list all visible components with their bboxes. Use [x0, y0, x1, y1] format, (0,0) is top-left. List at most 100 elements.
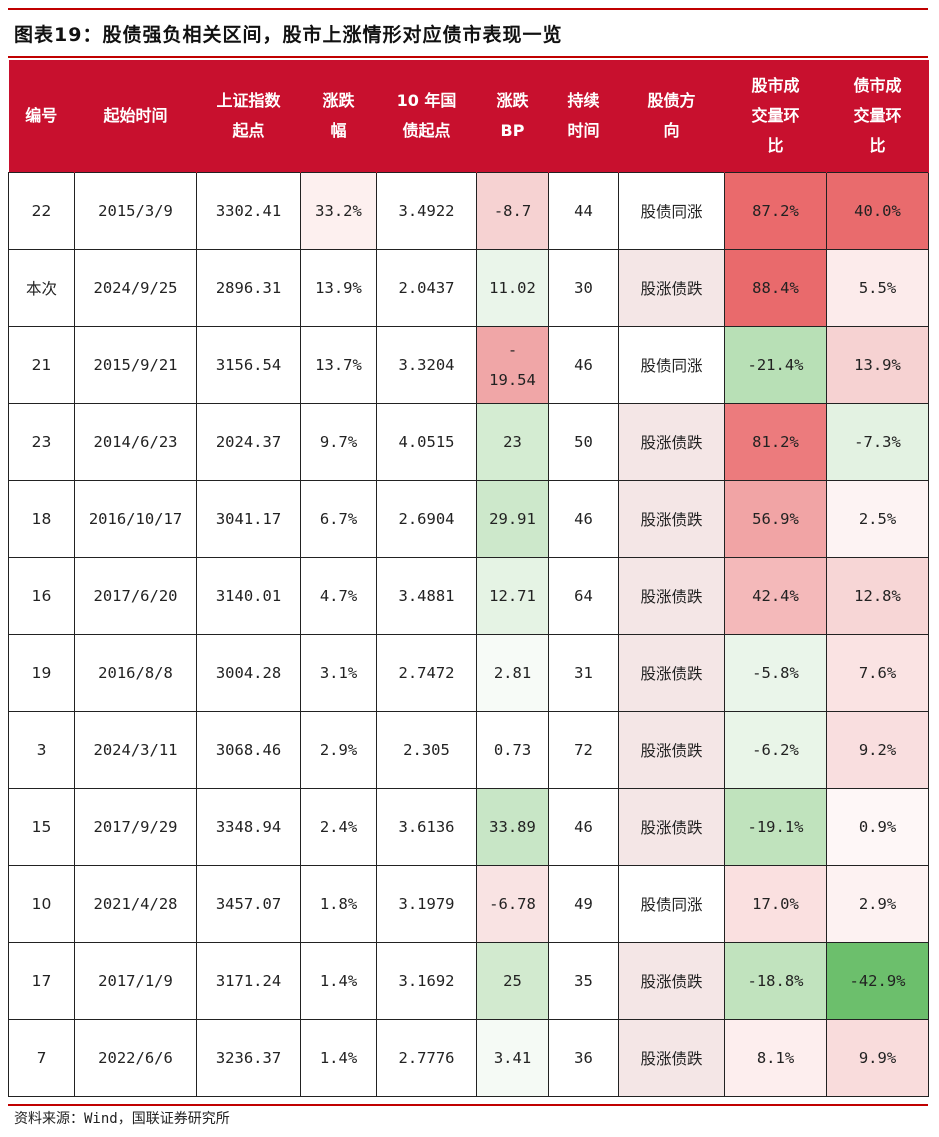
table-cell: 2017/1/9	[74, 942, 197, 1020]
table-cell: 2.9%	[300, 711, 377, 789]
table-cell: 2896.31	[196, 249, 301, 327]
table-cell: 股涨债跌	[618, 557, 725, 635]
table-row: 18 2016/10/17 3041.17 6.7% 2.6904 29.91 46 股涨债跌…	[8, 480, 929, 558]
table-cell: 0.9%	[826, 788, 929, 866]
table-cell: 3068.46	[196, 711, 301, 789]
table-cell: 2014/6/23	[74, 403, 197, 481]
table-cell: 33.2%	[300, 172, 377, 250]
table-cell: -18.8%	[724, 942, 827, 1020]
table-cell: -19.54	[476, 326, 549, 404]
table-cell: 2016/8/8	[74, 634, 197, 712]
table-row: 7 2022/6/6 3236.37 1.4% 2.7776 3.41 36 股涨债跌 8.1%…	[8, 1019, 929, 1097]
table-row: 15 2017/9/29 3348.94 2.4% 3.6136 33.89 46 股涨债跌 -…	[8, 788, 929, 866]
table-cell: -21.4%	[724, 326, 827, 404]
table-cell: 18	[8, 480, 75, 558]
table-cell: 2022/6/6	[74, 1019, 197, 1097]
table-cell: 15	[8, 788, 75, 866]
table-cell: 17.0%	[724, 865, 827, 943]
table-cell: 44	[548, 172, 619, 250]
table-row: 10 2021/4/28 3457.07 1.8% 3.1979 -6.78 49 股债同涨 1…	[8, 865, 929, 943]
table-cell: 3.6136	[376, 788, 477, 866]
table-row: 21 2015/9/21 3156.54 13.7% 3.3204-19.54 46 股债同…	[8, 326, 929, 404]
table-cell: 64	[548, 557, 619, 635]
table-cell: 2.81	[476, 634, 549, 712]
table-cell: 23	[476, 403, 549, 481]
table-cell: 3004.28	[196, 634, 301, 712]
table-cell: 3156.54	[196, 326, 301, 404]
table-cell: -7.3%	[826, 403, 929, 481]
table-cell: 2021/4/28	[74, 865, 197, 943]
table-cell: 2.5%	[826, 480, 929, 558]
table-cell: 2024/3/11	[74, 711, 197, 789]
title-rule	[8, 56, 928, 58]
table-cell: 股涨债跌	[618, 403, 725, 481]
table-cell: 股涨债跌	[618, 1019, 725, 1097]
table-cell: 36	[548, 1019, 619, 1097]
table-cell: 22	[8, 172, 75, 250]
table-cell: 2.7776	[376, 1019, 477, 1097]
table-cell: -42.9%	[826, 942, 929, 1020]
table-cell: 7	[8, 1019, 75, 1097]
table-cell: 2016/10/17	[74, 480, 197, 558]
figure-title: 图表19：股债强负相关区间，股市上涨情形对应债市表现一览	[14, 24, 563, 46]
table-cell: 2.0437	[376, 249, 477, 327]
column-header: 股市成 交量环比	[724, 60, 827, 173]
table-cell: 6.7%	[300, 480, 377, 558]
table-row: 22 2015/3/9 3302.41 33.2% 3.4922 -8.7 44 股债同涨 87…	[8, 172, 929, 250]
table-cell: 72	[548, 711, 619, 789]
header-row: 编号 起始时间 上证指数 起点 涨跌幅 10 年国 债起点 涨跌 BP 持续 时间 股债方向股市成 交量…	[8, 60, 929, 173]
table-row: 16 2017/6/20 3140.01 4.7% 3.4881 12.71 64 股涨债跌 4…	[8, 557, 929, 635]
table-cell: -6.78	[476, 865, 549, 943]
table-cell: 本次	[8, 249, 75, 327]
table-cell: 1.8%	[300, 865, 377, 943]
table-cell: 股涨债跌	[618, 480, 725, 558]
column-header: 股债方向	[618, 60, 725, 173]
table-body: 22 2015/3/9 3302.41 33.2% 3.4922 -8.7 44 股债同涨 87…	[8, 172, 929, 1097]
table-cell: 3348.94	[196, 788, 301, 866]
table-cell: 2017/9/29	[74, 788, 197, 866]
table-cell: 46	[548, 788, 619, 866]
table-cell: 3	[8, 711, 75, 789]
table-cell: 46	[548, 326, 619, 404]
table-cell: 2017/6/20	[74, 557, 197, 635]
top-rule	[8, 8, 928, 10]
table-cell: 1.4%	[300, 1019, 377, 1097]
table-cell: 0.73	[476, 711, 549, 789]
table-row: 本次 2024/9/25 2896.31 13.9% 2.0437 11.02 30 股涨债跌…	[8, 249, 929, 327]
table-cell: 10	[8, 865, 75, 943]
table-cell: 12.8%	[826, 557, 929, 635]
column-header: 上证指数 起点	[196, 60, 301, 173]
table-cell: 12.71	[476, 557, 549, 635]
table-cell: 2024.37	[196, 403, 301, 481]
table-cell: 3041.17	[196, 480, 301, 558]
table-cell: 49	[548, 865, 619, 943]
table-cell: 9.2%	[826, 711, 929, 789]
table-cell: -6.2%	[724, 711, 827, 789]
table-cell: 股涨债跌	[618, 788, 725, 866]
table-cell: 9.9%	[826, 1019, 929, 1097]
table-cell: 股涨债跌	[618, 942, 725, 1020]
table-cell: 3302.41	[196, 172, 301, 250]
table-container: 编号 起始时间 上证指数 起点 涨跌幅 10 年国 债起点 涨跌 BP 持续 时间 股债方向股市成 交量…	[8, 60, 929, 1097]
table-cell: -19.1%	[724, 788, 827, 866]
table-cell: 3.3204	[376, 326, 477, 404]
table-cell: 2.9%	[826, 865, 929, 943]
table-cell: 股涨债跌	[618, 711, 725, 789]
table-row: 23 2014/6/23 2024.37 9.7% 4.0515 23 50 股涨债跌 81.2…	[8, 403, 929, 481]
table-cell: 1.4%	[300, 942, 377, 1020]
data-table: 编号 起始时间 上证指数 起点 涨跌幅 10 年国 债起点 涨跌 BP 持续 时间 股债方向股市成 交量…	[8, 60, 929, 1097]
table-cell: 17	[8, 942, 75, 1020]
column-header: 债市成 交量环比	[826, 60, 929, 173]
table-cell: 2.6904	[376, 480, 477, 558]
table-cell: 25	[476, 942, 549, 1020]
bottom-rule	[8, 1104, 928, 1106]
table-row: 3 2024/3/11 3068.46 2.9% 2.305 0.73 72 股涨债跌 -6.2…	[8, 711, 929, 789]
table-cell: 21	[8, 326, 75, 404]
table-cell: 3.1692	[376, 942, 477, 1020]
table-cell: 3236.37	[196, 1019, 301, 1097]
table-cell: 81.2%	[724, 403, 827, 481]
column-header: 持续 时间	[548, 60, 619, 173]
table-cell: 2.4%	[300, 788, 377, 866]
column-header: 涨跌 BP	[476, 60, 549, 173]
table-cell: 87.2%	[724, 172, 827, 250]
